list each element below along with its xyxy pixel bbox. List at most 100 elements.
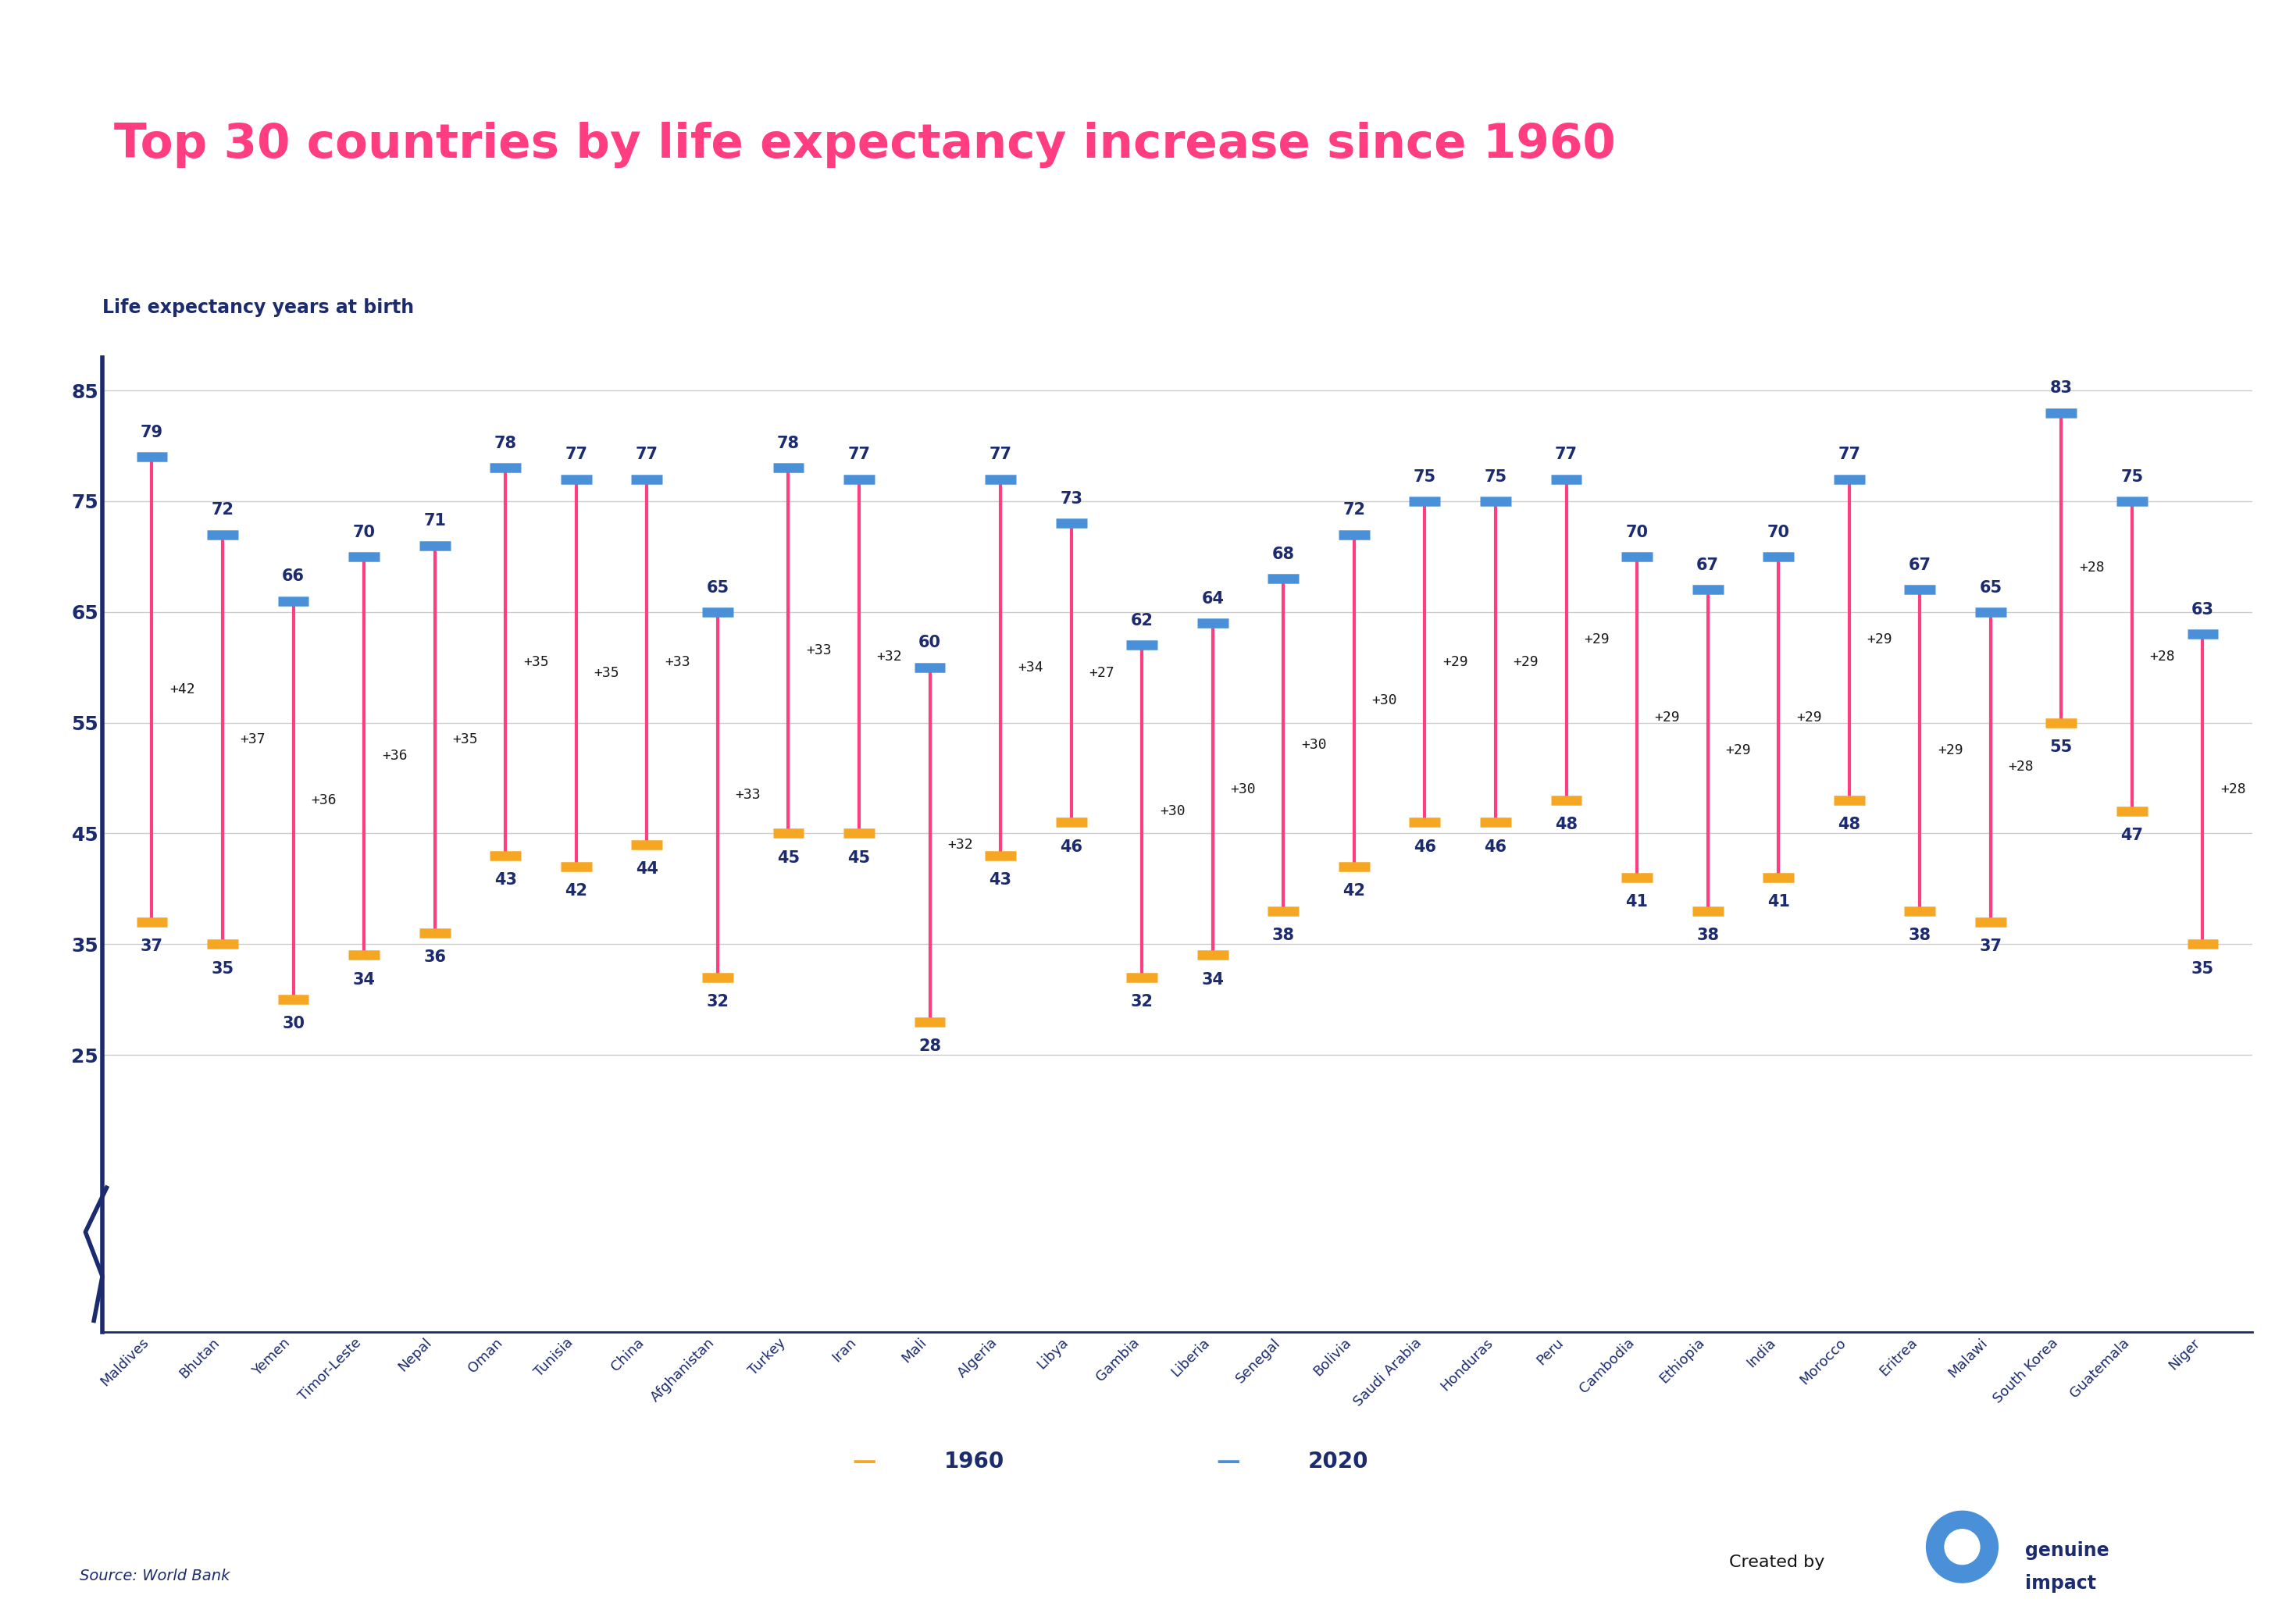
Text: 32: 32 (1131, 994, 1153, 1010)
Text: +28: +28 (2220, 783, 2245, 796)
Text: +30: +30 (1372, 693, 1397, 708)
Text: 35: 35 (2191, 961, 2214, 976)
Text: +29: +29 (1938, 744, 1963, 757)
Text: +29: +29 (1654, 710, 1681, 724)
Text: 38: 38 (1697, 927, 1720, 944)
Text: 75: 75 (1483, 469, 1506, 484)
Text: Life expectancy years at birth: Life expectancy years at birth (102, 297, 414, 317)
Text: 43: 43 (990, 872, 1012, 888)
Text: +34: +34 (1019, 661, 1044, 674)
Text: 77: 77 (990, 447, 1012, 463)
Text: 55: 55 (2050, 739, 2073, 755)
Text: 73: 73 (1060, 490, 1083, 507)
Text: +29: +29 (1513, 654, 1538, 669)
Text: 67: 67 (1909, 557, 1931, 573)
Text: +35: +35 (594, 666, 619, 680)
Text: +27: +27 (1090, 666, 1115, 680)
Text: +35: +35 (523, 654, 548, 669)
Text: 75: 75 (1413, 469, 1436, 484)
Text: +42: +42 (171, 682, 196, 697)
Text: +30: +30 (1160, 804, 1185, 818)
Text: 35: 35 (212, 961, 234, 976)
Text: 41: 41 (1627, 895, 1649, 909)
Text: 72: 72 (1342, 502, 1365, 518)
Circle shape (1945, 1530, 1979, 1564)
Text: 42: 42 (564, 883, 587, 898)
Text: 46: 46 (1483, 840, 1506, 854)
Text: 70: 70 (353, 525, 375, 539)
Text: 60: 60 (919, 635, 942, 651)
Text: 38: 38 (1272, 927, 1294, 944)
Text: 75: 75 (2120, 469, 2143, 484)
Text: 78: 78 (778, 435, 801, 451)
Text: +35: +35 (453, 732, 478, 747)
Text: Created by: Created by (1729, 1554, 1825, 1570)
Text: —: — (853, 1450, 876, 1473)
Text: 77: 77 (849, 447, 871, 463)
Text: 38: 38 (1909, 927, 1931, 944)
Text: +30: +30 (1231, 783, 1256, 796)
Text: +32: +32 (946, 838, 974, 851)
Text: 37: 37 (1979, 939, 2002, 955)
Text: 83: 83 (2050, 380, 2073, 396)
Text: +36: +36 (382, 749, 407, 763)
Text: 30: 30 (282, 1017, 305, 1031)
Text: 36: 36 (423, 950, 446, 965)
Text: 41: 41 (1768, 895, 1790, 909)
Text: +29: +29 (1724, 744, 1752, 757)
Text: 66: 66 (282, 568, 305, 585)
Text: 68: 68 (1272, 547, 1294, 562)
Text: 47: 47 (2120, 828, 2143, 843)
Text: Source: World Bank: Source: World Bank (80, 1569, 230, 1583)
Text: +29: +29 (1583, 633, 1608, 646)
Text: +29: +29 (1868, 633, 1893, 646)
Text: +29: +29 (1442, 654, 1467, 669)
Text: 64: 64 (1201, 591, 1224, 606)
Text: +33: +33 (664, 654, 689, 669)
Text: 77: 77 (564, 447, 587, 463)
Text: 32: 32 (705, 994, 728, 1010)
Text: 65: 65 (705, 580, 728, 596)
Text: 34: 34 (353, 971, 375, 987)
Text: genuine: genuine (2025, 1541, 2109, 1561)
Text: 46: 46 (1413, 840, 1436, 854)
Text: +33: +33 (735, 788, 760, 802)
Text: +32: +32 (876, 650, 903, 663)
Text: 70: 70 (1768, 525, 1790, 539)
Circle shape (1927, 1510, 1997, 1583)
Text: Top 30 countries by life expectancy increase since 1960: Top 30 countries by life expectancy incr… (114, 122, 1615, 167)
Text: impact: impact (2025, 1574, 2095, 1593)
Text: 65: 65 (1979, 580, 2002, 596)
Text: +30: +30 (1301, 737, 1326, 752)
Text: 45: 45 (778, 849, 801, 866)
Text: +36: +36 (312, 793, 337, 807)
Text: 45: 45 (849, 849, 871, 866)
Text: 34: 34 (1201, 971, 1224, 987)
Text: 71: 71 (423, 513, 446, 529)
Text: 77: 77 (635, 447, 657, 463)
Text: 79: 79 (141, 425, 164, 440)
Text: 28: 28 (919, 1038, 942, 1054)
Text: 63: 63 (2191, 603, 2214, 617)
Text: 62: 62 (1131, 612, 1153, 628)
Text: +28: +28 (2150, 650, 2175, 663)
Text: +33: +33 (805, 643, 833, 658)
Text: +28: +28 (2079, 560, 2104, 575)
Text: 46: 46 (1060, 840, 1083, 854)
Text: 67: 67 (1697, 557, 1720, 573)
Text: 70: 70 (1627, 525, 1649, 539)
Text: +28: +28 (2009, 760, 2034, 775)
Text: +29: +29 (1795, 710, 1822, 724)
Text: +37: +37 (241, 732, 266, 747)
Text: 44: 44 (635, 861, 657, 877)
Text: 77: 77 (1838, 447, 1861, 463)
Text: 77: 77 (1554, 447, 1577, 463)
Text: 78: 78 (494, 435, 516, 451)
Text: 48: 48 (1838, 817, 1861, 833)
Text: 42: 42 (1342, 883, 1365, 898)
Text: 72: 72 (212, 502, 234, 518)
Text: 43: 43 (494, 872, 516, 888)
Text: 37: 37 (141, 939, 164, 955)
Text: 2020: 2020 (1308, 1450, 1370, 1473)
Text: 1960: 1960 (944, 1450, 1006, 1473)
